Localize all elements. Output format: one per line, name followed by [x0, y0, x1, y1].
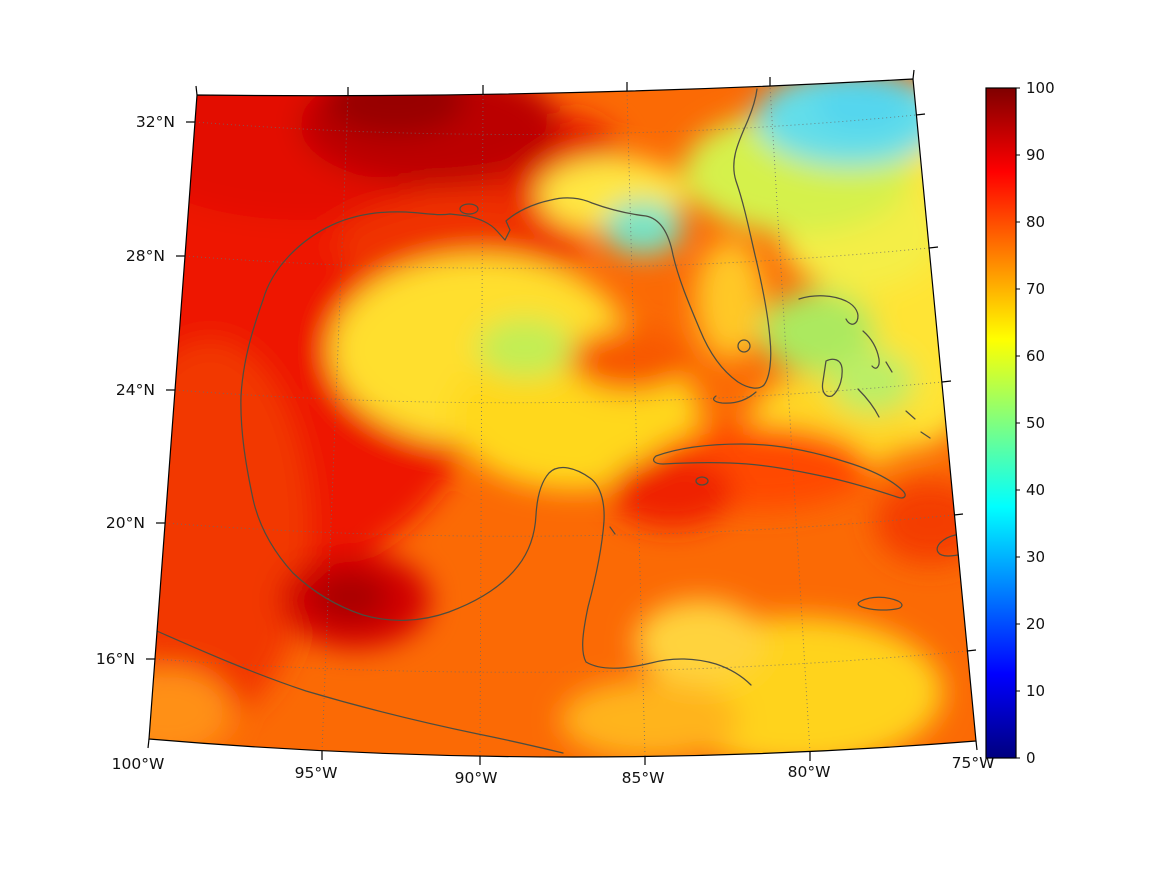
colorbar-tick-label: 20 — [1026, 615, 1045, 633]
graticule — [154, 85, 968, 757]
coastline-bahamas-se1 — [905, 410, 916, 420]
y-tick-label: 20°N — [106, 514, 145, 532]
x-tick-label: 95°W — [295, 764, 338, 782]
coastline-us-gulf-atlantic — [262, 88, 772, 389]
colorbar-tick-label: 30 — [1026, 548, 1045, 566]
coastline-cozumel — [609, 526, 616, 535]
meridian-85w — [626, 90, 646, 757]
colorbar-labels: 100 90 80 70 60 50 40 30 20 10 0 — [1026, 79, 1055, 767]
coastline-bahamas-grand — [798, 295, 859, 325]
colorbar-tick-label: 40 — [1026, 481, 1045, 499]
x-tick-label: 75°W — [952, 754, 995, 772]
colorbar-tick-label: 80 — [1026, 213, 1045, 231]
coastlines — [149, 88, 976, 754]
parallel-32n — [194, 114, 917, 135]
coastline-florida-keys — [712, 391, 757, 404]
coastline-bahamas-exuma — [857, 388, 880, 418]
coastline-jamaica — [857, 596, 903, 611]
colorbar-tick-label: 10 — [1026, 682, 1045, 700]
parallel-16n — [154, 650, 968, 673]
colorbar-tick-label: 90 — [1026, 146, 1045, 164]
x-tick-label: 100°W — [112, 755, 165, 773]
map-boundary — [148, 78, 977, 758]
y-tick-label: 32°N — [136, 113, 175, 131]
coastline-pacific-mexico — [149, 627, 564, 754]
colorbar-ticks — [1016, 87, 1020, 759]
coastline-bahamas-andros — [821, 358, 843, 397]
colorbar-tick-label: 70 — [1026, 280, 1045, 298]
meridian-80w — [769, 85, 811, 753]
y-axis-labels: 32°N 28°N 24°N 20°N 16°N — [96, 113, 175, 668]
lake-pontchartrain — [459, 203, 479, 215]
coastline-bahamas-se2 — [920, 431, 931, 439]
lake-okeechobee — [737, 339, 751, 353]
colorbar-tick-label: 100 — [1026, 79, 1055, 97]
colorbar-tick-label: 60 — [1026, 347, 1045, 365]
y-tick-label: 28°N — [126, 247, 165, 265]
coastline-bahamas-cat — [885, 361, 893, 373]
y-tick-label: 24°N — [116, 381, 155, 399]
x-axis-labels: 100°W 95°W 90°W 85°W 80°W 75°W — [112, 754, 995, 787]
colorbar-gradient — [986, 88, 1016, 758]
coastline-mexico-central-america — [240, 299, 752, 686]
x-tick-label: 85°W — [622, 769, 665, 787]
heatmap-field — [149, 79, 976, 758]
x-tick-label: 80°W — [788, 763, 831, 781]
y-tick-label: 16°N — [96, 650, 135, 668]
x-tick-label: 90°W — [455, 769, 498, 787]
colorbar-tick-label: 50 — [1026, 414, 1045, 432]
colorbar: 100 90 80 70 60 50 40 30 20 10 0 — [985, 79, 1055, 767]
coastline-isle-of-youth — [695, 476, 709, 486]
coastline-cuba — [653, 443, 906, 499]
colorbar-tick-label: 0 — [1026, 749, 1036, 767]
coastline-bahamas-eleuthera — [862, 330, 880, 369]
parallel-28n — [184, 247, 930, 269]
parallel-20n — [164, 514, 955, 537]
axis-ticks — [146, 69, 978, 765]
